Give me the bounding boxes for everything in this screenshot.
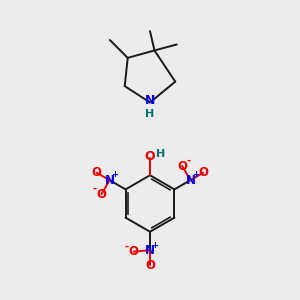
- Text: H: H: [146, 109, 154, 119]
- Text: +: +: [111, 170, 118, 179]
- Text: N: N: [185, 174, 195, 187]
- Text: O: O: [92, 166, 102, 179]
- Text: O: O: [96, 188, 106, 201]
- Text: N: N: [145, 244, 155, 257]
- Text: +: +: [152, 241, 159, 250]
- Text: O: O: [177, 160, 187, 172]
- Text: -: -: [187, 156, 191, 166]
- Text: -: -: [125, 241, 129, 251]
- Text: N: N: [105, 174, 115, 187]
- Text: H: H: [156, 149, 165, 160]
- Text: O: O: [129, 245, 139, 258]
- Text: +: +: [192, 170, 199, 179]
- Text: N: N: [145, 94, 155, 107]
- Text: -: -: [93, 184, 97, 194]
- Text: O: O: [198, 166, 208, 179]
- Text: O: O: [145, 150, 155, 163]
- Text: O: O: [145, 259, 155, 272]
